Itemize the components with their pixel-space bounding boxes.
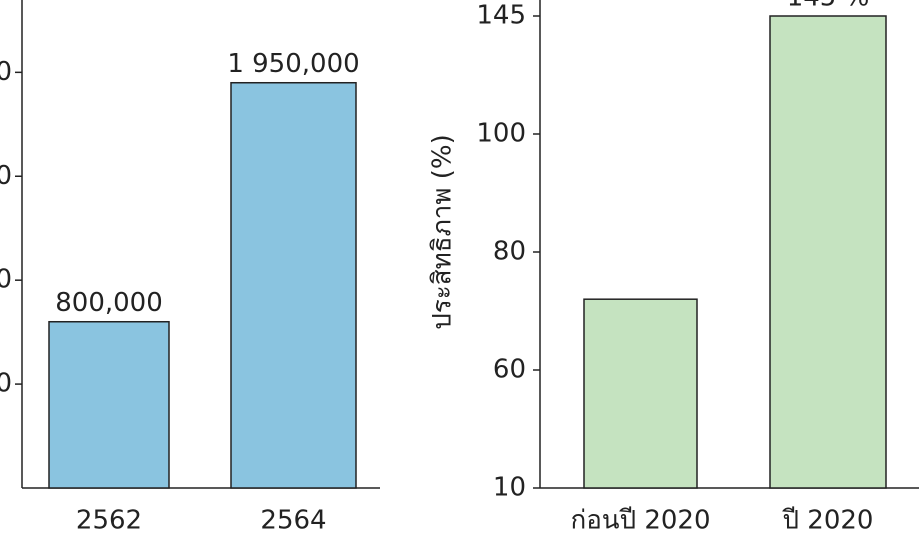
y-tick-label: 1,500,000 xyxy=(0,161,12,191)
x-tick-label: 2562 xyxy=(76,506,142,536)
x-tick-label: 2564 xyxy=(260,506,326,536)
x-tick-label: ก่อนปี 2020 xyxy=(570,506,710,536)
bar xyxy=(583,298,698,489)
x-tick-label: ปี 2020 xyxy=(781,506,873,536)
y-tick-label: 80 xyxy=(493,237,526,267)
value-label: 145 % xyxy=(787,0,870,13)
y-tick-label: 500,000 xyxy=(0,369,12,399)
y-tick-label: 60 xyxy=(493,355,526,385)
bar xyxy=(48,320,170,489)
y-tick-label: 10 xyxy=(493,473,526,503)
value-label: 800,000 xyxy=(55,288,163,318)
y-tick-label: 145 xyxy=(476,1,526,31)
y-tick-label: 1,000,000 xyxy=(0,265,12,295)
y-tick-label: 100 xyxy=(476,119,526,149)
y-axis-label: ประสิทธิภาพ (%) xyxy=(428,134,458,329)
y-tick-label: 2,000,000 xyxy=(0,57,12,87)
value-label: 1 950,000 xyxy=(227,49,359,79)
bar xyxy=(230,81,357,489)
bar xyxy=(769,15,887,489)
